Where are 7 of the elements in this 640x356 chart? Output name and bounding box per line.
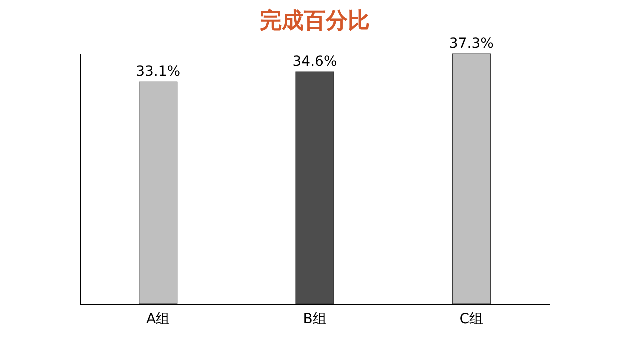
data-label: 33.1% [136, 64, 181, 80]
data-label: 34.6% [292, 54, 338, 70]
x-tick-label: C组 [460, 312, 484, 328]
x-tick-label: A组 [146, 312, 170, 328]
data-label: 37.3% [449, 36, 494, 52]
chart-title: 完成百分比 [260, 8, 370, 34]
x-tick-label: B组 [303, 312, 327, 328]
